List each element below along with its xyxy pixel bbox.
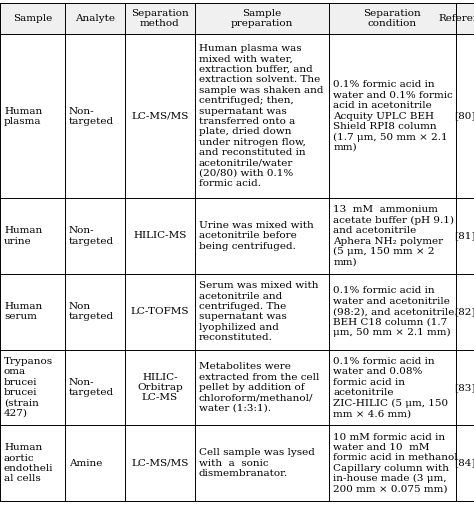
Text: Analyte: Analyte [75, 14, 115, 23]
Text: HILIC-MS: HILIC-MS [133, 231, 187, 241]
Text: 0.1% formic acid in
water and 0.08%
formic acid in
acetonitrile
ZIC-HILIC (5 μm,: 0.1% formic acid in water and 0.08% form… [333, 357, 448, 418]
Text: [81]: [81] [454, 231, 474, 241]
Text: Human plasma was
mixed with water,
extraction buffer, and
extraction solvent. Th: Human plasma was mixed with water, extra… [199, 44, 323, 188]
Text: 0.1% formic acid in
water and 0.1% formic
acid in acetonitrile
Acquity UPLC BEH
: 0.1% formic acid in water and 0.1% formi… [333, 81, 453, 152]
Text: [82]: [82] [454, 307, 474, 316]
Text: 0.1% formic acid in
water and acetonitrile
(98:2), and acetonitrile.
BEH C18 col: 0.1% formic acid in water and acetonitri… [333, 286, 458, 337]
Text: Separation
condition: Separation condition [364, 9, 421, 28]
Text: HILIC-
Orbitrap
LC-MS: HILIC- Orbitrap LC-MS [137, 373, 183, 402]
Text: Urine was mixed with
acetonitrile before
being centrifuged.: Urine was mixed with acetonitrile before… [199, 221, 314, 251]
Bar [0, 3, 474, 34]
Text: Non-
targeted: Non- targeted [69, 226, 114, 246]
Text: Human
serum: Human serum [4, 302, 42, 321]
Text: Serum was mixed with
acetonitrile and
centrifuged. The
supernatant was
lyophiliz: Serum was mixed with acetonitrile and ce… [199, 281, 319, 342]
Text: 13  mM  ammonium
acetate buffer (pH 9.1)
and acetonitrile
Aphera NH₂ polymer
(5 : 13 mM ammonium acetate buffer (pH 9.1) a… [333, 205, 455, 267]
Text: LC-MS/MS: LC-MS/MS [131, 459, 189, 468]
Text: Trypanos
oma
brucei
brucei
(strain
427): Trypanos oma brucei brucei (strain 427) [4, 357, 53, 418]
Text: [84]: [84] [454, 459, 474, 468]
Text: LC-MS/MS: LC-MS/MS [131, 112, 189, 121]
Text: 10 mM formic acid in
water and 10  mM
formic acid in methanol
Capillary column w: 10 mM formic acid in water and 10 mM for… [333, 433, 458, 494]
Text: Amine: Amine [69, 459, 102, 468]
Text: [80]: [80] [454, 112, 474, 121]
Text: Reference: Reference [438, 14, 474, 23]
Text: Separation
method: Separation method [131, 9, 189, 28]
Text: Human
urine: Human urine [4, 226, 42, 246]
Text: Metabolites were
extracted from the cell
pellet by addition of
chloroform/methan: Metabolites were extracted from the cell… [199, 362, 319, 413]
Text: Sample
preparation: Sample preparation [231, 9, 293, 28]
Text: Cell sample was lysed
with  a  sonic
dismembranator.: Cell sample was lysed with a sonic disme… [199, 448, 315, 478]
Text: [83]: [83] [454, 383, 474, 392]
Text: Sample: Sample [13, 14, 52, 23]
Text: Non-
targeted: Non- targeted [69, 378, 114, 397]
Text: Non
targeted: Non targeted [69, 302, 114, 321]
Text: Non-
targeted: Non- targeted [69, 106, 114, 126]
Text: Human
plasma: Human plasma [4, 106, 42, 126]
Text: Human
aortic
endotheli
al cells: Human aortic endotheli al cells [4, 443, 54, 483]
Text: LC-TOFMS: LC-TOFMS [131, 307, 189, 316]
